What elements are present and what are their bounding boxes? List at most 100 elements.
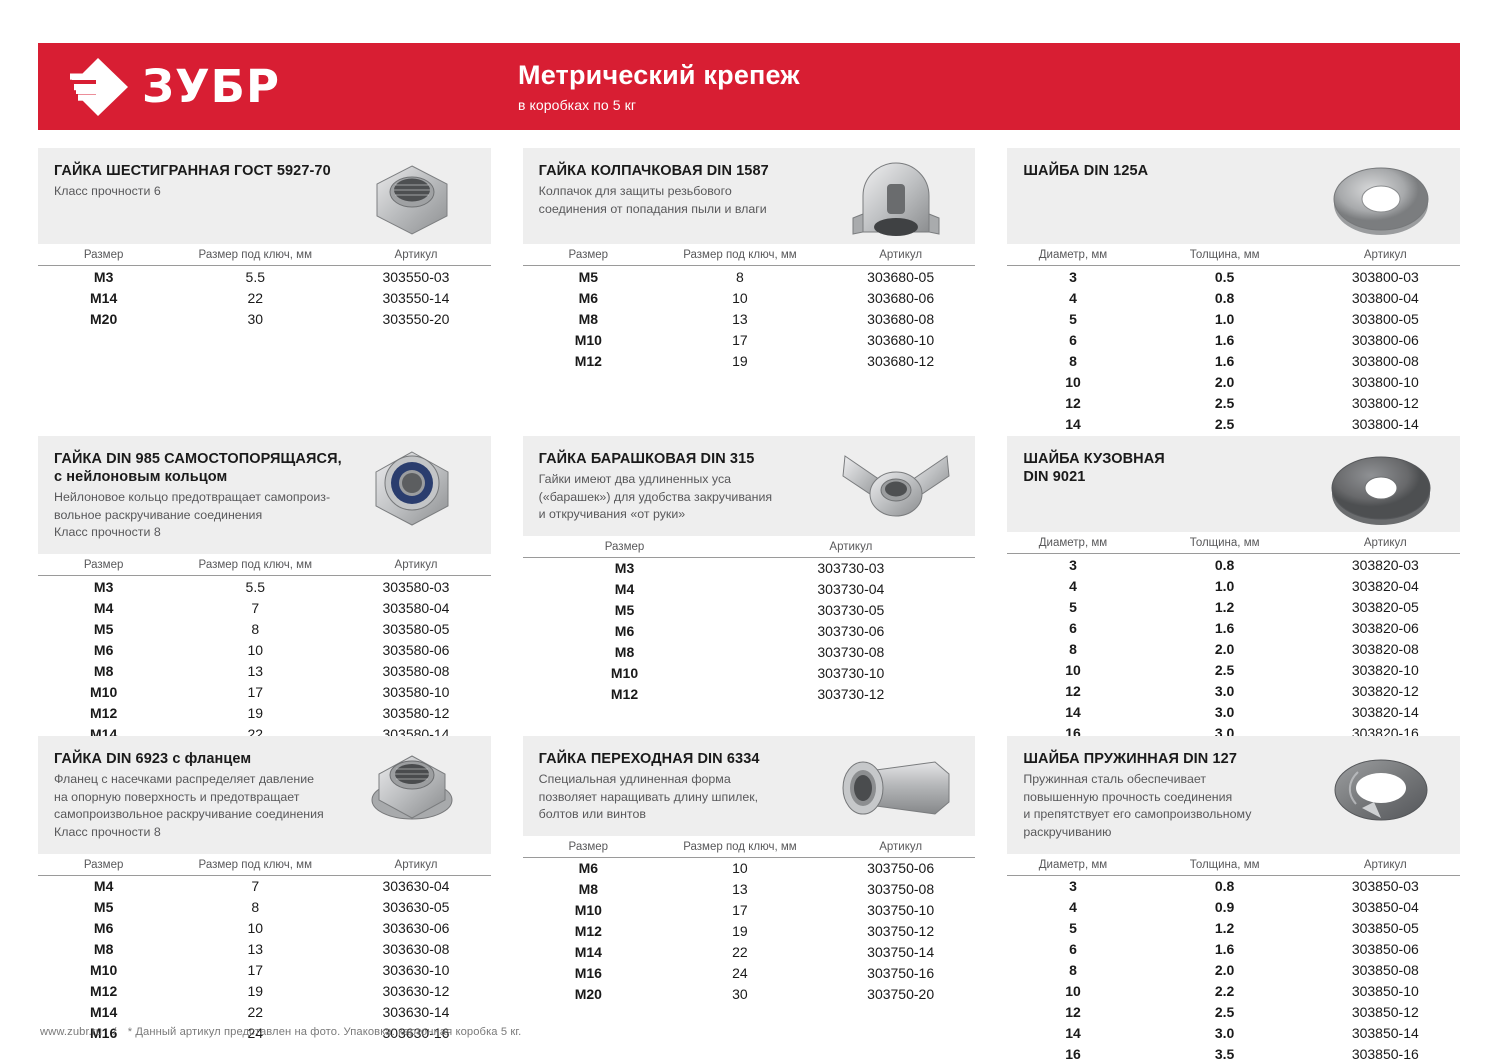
wing-nut-icon (831, 442, 961, 534)
cell-article: 303850-12 (1351, 1004, 1419, 1021)
table-row: M8 303730-08 (523, 642, 976, 663)
cell-value: M12 (610, 686, 639, 703)
cell-value: 2.5 (1214, 661, 1235, 678)
cell-article: 303850-14 (1351, 1025, 1419, 1042)
cell-article: 303800-03 (1351, 268, 1419, 285)
cell-value: 22 (732, 944, 748, 961)
product-description: Гайки имеют два удлиненных уса («барашек»… (538, 472, 773, 522)
footer-site[interactable]: www.zubr.ru (40, 1026, 103, 1038)
cell-value: 10 (1065, 983, 1081, 1000)
table-row: 14 2.5 303800-14 (1007, 413, 1460, 434)
table-header-row: Диаметр, мм Толщина, мм Артикул (1007, 853, 1461, 876)
table-row: 6 1.6 303850-06 (1007, 939, 1460, 960)
cell-article: 303580-04 (382, 599, 450, 616)
cell-article: 303630-08 (382, 941, 450, 958)
product-title: ГАЙКА DIN 6923 с фланцем (54, 751, 252, 767)
product-description: Фланец с насечками распределяет давление… (54, 772, 324, 839)
cell-article: 303750-06 (867, 860, 935, 877)
cell-article: 303730-06 (817, 623, 885, 640)
table-row: M3 5.5 303550-03 (38, 266, 491, 288)
column-header: Артикул (1310, 532, 1461, 554)
nylon-lock-nut-icon (347, 442, 477, 534)
cell-article: 303800-05 (1351, 310, 1419, 327)
table-row: M6 10 303680-06 (523, 287, 976, 308)
cell-value: 19 (732, 923, 748, 940)
cell-value: 8 (251, 620, 260, 637)
cell-article: 303850-10 (1351, 983, 1419, 1000)
table-row: 6 1.6 303800-06 (1007, 329, 1460, 350)
cell-article: 303750-10 (867, 902, 935, 919)
table-header-row: Размер Артикул (522, 535, 976, 558)
cell-value: 19 (247, 983, 264, 1000)
cell-value: 10 (247, 641, 264, 658)
product-description: Специальная удлиненная форма позволяет на… (538, 772, 759, 822)
cell-value: M6 (614, 623, 635, 640)
spec-table: Размер Артикул M3 303730-03 M4 303730-04 M5 303… (522, 535, 976, 705)
cell-article: 303680-12 (867, 352, 935, 369)
column-header: Размер (522, 835, 654, 858)
table-row: M12 19 303580-12 (38, 702, 491, 723)
column-header: Размер (38, 853, 170, 876)
table-row: M4 7 303630-04 (38, 875, 491, 897)
table-row: M10 17 303630-10 (38, 960, 491, 981)
cell-value: 17 (732, 331, 748, 348)
cell-article: 303750-20 (867, 986, 935, 1003)
table-row: 10 2.0 303800-10 (1007, 371, 1460, 392)
table-header-row: Размер Размер под ключ, мм Артикул (38, 554, 491, 577)
product-title: ГАЙКА БАРАШКОВАЯ DIN 315 (538, 451, 755, 467)
cell-article: 303680-05 (867, 268, 935, 285)
table-row: 16 3.5 303850-16 (1007, 1044, 1460, 1060)
cell-article: 303680-08 (867, 310, 935, 327)
table-row: 8 2.0 303850-08 (1007, 960, 1460, 981)
cell-article: 303630-16 (382, 1025, 450, 1042)
product-title: ГАЙКА ШЕСТИГРАННАЯ ГОСТ 5927-70 (54, 163, 331, 179)
table-header-row: Размер Размер под ключ, мм Артикул (38, 244, 491, 266)
column-header: Артикул (825, 835, 976, 858)
cell-article: 303850-04 (1351, 899, 1419, 916)
product-block-header: ШАЙБА КУЗОВНАЯ DIN 9021 (1007, 436, 1461, 532)
product-description: Пружинная сталь обеспечивает повышенную п… (1023, 772, 1252, 839)
table-row: 4 1.0 303820-04 (1007, 575, 1460, 596)
cell-value: M20 (90, 310, 118, 327)
product-column: ГАЙКА КОЛПАЧКОВАЯ DIN 1587 Колпачок для з… (522, 148, 976, 1028)
cell-article: 303800-10 (1351, 373, 1419, 390)
spec-table: Размер Размер под ключ, мм Артикул M3 5.5 303… (38, 244, 491, 329)
table-row: M12 19 303680-12 (523, 350, 976, 371)
table-row: M14 22 303550-14 (38, 287, 491, 308)
footer-note: * Данный артикул представлен на фото. Уп… (127, 1026, 522, 1038)
cell-value: M12 (90, 983, 118, 1000)
page-subtitle: в коробках по 5 кг (518, 96, 637, 113)
table-row: M6 10 303580-06 (38, 639, 491, 660)
column-header: Диаметр, мм (1007, 532, 1139, 554)
cell-value: 1.6 (1214, 352, 1235, 369)
zubr-arrow-logo-icon (68, 56, 130, 118)
cell-value: 1.2 (1214, 598, 1235, 615)
cell-article: 303630-14 (382, 1004, 450, 1021)
cell-value: M8 (93, 662, 114, 679)
cell-value: M4 (93, 599, 114, 616)
cell-article: 303580-03 (382, 578, 450, 595)
table-row: M16 24 303630-16 (38, 1023, 491, 1044)
cap-nut-icon (831, 154, 961, 246)
product-columns: ГАЙКА ШЕСТИГРАННАЯ ГОСТ 5927-70 Класс про… (38, 148, 1461, 1060)
cell-value: 22 (247, 289, 264, 306)
cell-value: 10 (1065, 373, 1081, 390)
cell-article: 303820-12 (1351, 682, 1419, 699)
cell-value: 1.2 (1214, 920, 1235, 937)
cell-value: M6 (578, 289, 599, 306)
table-row: 12 2.5 303800-12 (1007, 392, 1460, 413)
cell-value: 5 (1069, 598, 1077, 615)
cell-value: 5 (1069, 920, 1077, 937)
cell-value: 2.2 (1214, 983, 1235, 1000)
table-row: 3 0.8 303820-03 (1007, 554, 1460, 576)
cell-value: 10 (247, 920, 264, 937)
column-header: Артикул (341, 554, 491, 577)
table-row: M5 303730-05 (523, 600, 976, 621)
table-row: M10 303730-10 (523, 663, 976, 684)
cell-value: M10 (574, 902, 602, 919)
flat-washer-icon (1316, 154, 1446, 246)
cell-value: 6 (1069, 941, 1077, 958)
table-row: M16 24 303750-16 (523, 963, 976, 984)
table-row: M6 10 303750-06 (523, 857, 976, 879)
cell-article: 303580-05 (382, 620, 450, 637)
